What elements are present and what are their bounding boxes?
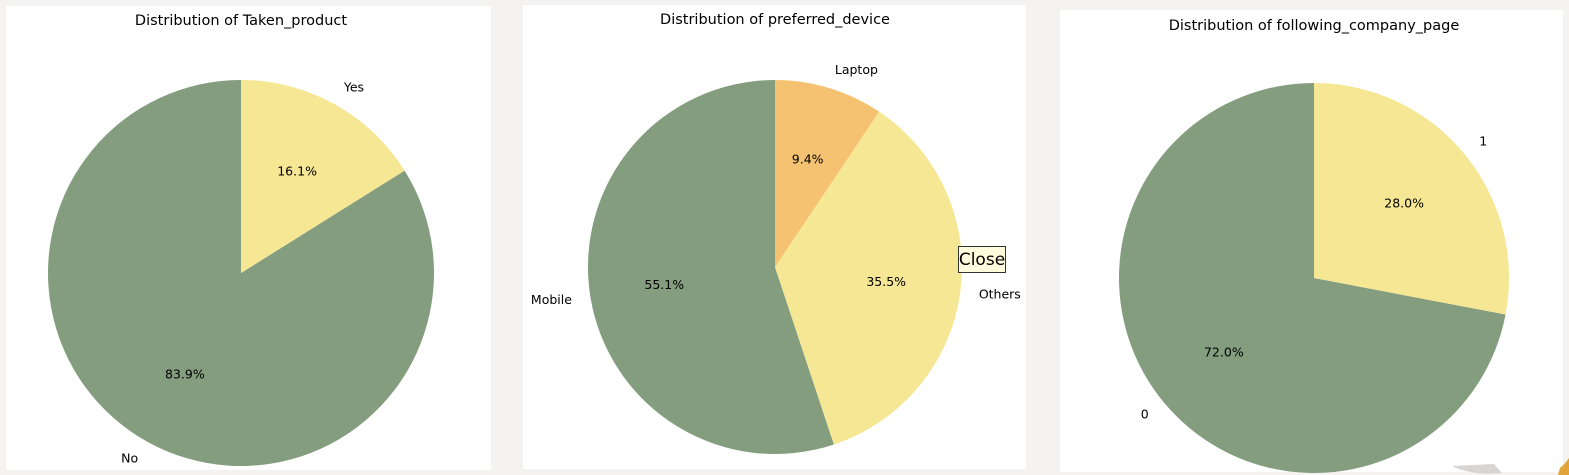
slice-label-laptop: Laptop [835,62,878,77]
slice-percent-no: 83.9% [165,366,205,381]
slice-label-no: No [121,451,138,466]
slice-percent-1: 28.0% [1384,195,1424,210]
pie-chart-following-company-page: Distribution of following_company_page 0… [1119,18,1509,473]
slice-percent-others: 35.5% [866,274,906,289]
slice-label-mobile: Mobile [531,292,572,307]
pie-slice-laptop [775,80,880,267]
slice-percent-laptop: 9.4% [792,152,824,167]
pie-slice-yes [241,80,405,273]
slice-percent-mobile: 55.1% [644,277,684,292]
pie-slice-0 [1119,83,1506,473]
chart-title: Distribution of following_company_page [1169,18,1460,34]
chart-title: Distribution of preferred_device [660,12,890,28]
pie-slice-others [775,111,962,445]
slice-label-1: 1 [1479,133,1487,148]
pie-slice-mobile [588,80,834,454]
pie-slice-no [48,80,434,467]
chart-panel-taken-product: Distribution of Taken_product No 83.9% Yes… [6,6,491,470]
close-button[interactable]: Close [958,246,1006,273]
slice-label-yes: Yes [343,79,364,94]
corner-decoration [1452,458,1569,475]
chart-panel-following-company-page: Distribution of following_company_page 0… [1060,10,1563,473]
slice-label-others: Others [979,287,1021,302]
chart-title: Distribution of Taken_product [135,13,347,29]
chart-panel-preferred-device: Distribution of preferred_device Mobile 5… [523,5,1026,469]
slice-label-0: 0 [1141,407,1149,422]
pie-chart-preferred-device: Distribution of preferred_device Mobile 5… [531,12,1021,454]
pie-chart-taken-product: Distribution of Taken_product No 83.9% Yes… [48,13,434,467]
slice-percent-yes: 16.1% [277,164,317,179]
slice-percent-0: 72.0% [1204,345,1244,360]
pie-slice-1 [1314,83,1509,315]
